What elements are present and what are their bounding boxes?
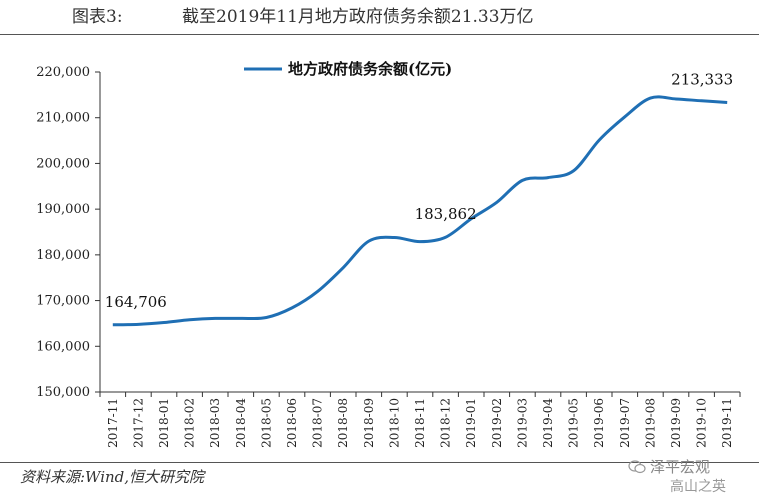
- x-tick-label: 2017-12: [131, 398, 145, 448]
- x-tick-label: 2018-09: [362, 398, 376, 448]
- line-chart: 150,000 160,000 170,000 180,000 190,000 200,0…: [36, 60, 741, 448]
- data-label: 213,333: [671, 70, 733, 88]
- x-tick-label: 2018-04: [234, 398, 248, 448]
- x-tick-label: 2019-05: [567, 398, 581, 448]
- watermark: 泽平宏观 高山之英: [628, 456, 756, 496]
- x-tick-label: 2018-01: [157, 398, 171, 448]
- y-tick-label: 150,000: [36, 385, 90, 400]
- figure-label: 图表3:: [72, 7, 123, 27]
- x-tick-label: 2019-03: [515, 398, 529, 448]
- x-tick-label: 2019-02: [490, 398, 504, 448]
- x-tick-label: 2018-03: [208, 398, 222, 448]
- y-tick-label: 200,000: [36, 156, 90, 171]
- x-tick-label: 2017-11: [106, 398, 120, 448]
- x-tick-label: 2019-10: [695, 398, 709, 448]
- y-tick-label: 210,000: [36, 111, 90, 126]
- series-group: [112, 95, 728, 327]
- x-tick-label: 2019-01: [464, 398, 478, 448]
- watermark-line-2: 高山之英: [670, 479, 726, 495]
- x-tick-label: 2018-10: [387, 398, 401, 448]
- y-tick-label: 220,000: [36, 65, 90, 80]
- legend: 地方政府债务余额(亿元): [244, 60, 452, 78]
- y-axis-ticks: 150,000 160,000 170,000 180,000 190,000 200,0…: [36, 65, 100, 400]
- figure-title: 截至2019年11月地方政府债务余额21.33万亿: [182, 7, 534, 27]
- data-labels: 164,706 183,862 213,333: [105, 70, 733, 310]
- x-tick-label: 2019-07: [618, 398, 632, 448]
- data-label: 183,862: [415, 205, 477, 223]
- x-tick-label: 2019-09: [669, 398, 683, 448]
- x-tick-label: 2018-07: [311, 398, 325, 448]
- chart-axes: [99, 72, 740, 393]
- watermark-line-1: 泽平宏观: [650, 458, 711, 476]
- data-label: 164,706: [105, 293, 167, 311]
- x-tick-label: 2018-02: [183, 398, 197, 448]
- x-tick-label: 2018-12: [439, 398, 453, 448]
- x-axis-ticks: 2017-11 2017-12 2018-01 2018-02 2018-03 2018-…: [99, 392, 741, 448]
- x-tick-label: 2019-04: [541, 398, 555, 448]
- bottom-rule: [0, 462, 759, 463]
- y-tick-label: 190,000: [36, 202, 90, 217]
- x-tick-label: 2018-08: [336, 398, 350, 448]
- y-tick-label: 180,000: [36, 248, 90, 263]
- x-tick-label: 2018-11: [413, 398, 427, 448]
- x-tick-label: 2018-05: [259, 398, 273, 448]
- top-rule: [0, 34, 759, 35]
- y-tick-label: 170,000: [36, 294, 90, 309]
- legend-label: 地方政府债务余额(亿元): [288, 60, 452, 78]
- x-tick-label: 2019-11: [720, 398, 734, 448]
- series-line: [112, 95, 728, 327]
- x-tick-label: 2019-06: [592, 398, 606, 448]
- x-tick-label: 2018-06: [285, 398, 299, 448]
- source-note: 资料来源:Wind,恒大研究院: [20, 468, 205, 486]
- figure-header: 图表3: 截至2019年11月地方政府债务余额21.33万亿: [0, 0, 759, 34]
- y-tick-label: 160,000: [36, 339, 90, 354]
- x-tick-label: 2019-08: [643, 398, 657, 448]
- wechat-icon: [628, 460, 646, 474]
